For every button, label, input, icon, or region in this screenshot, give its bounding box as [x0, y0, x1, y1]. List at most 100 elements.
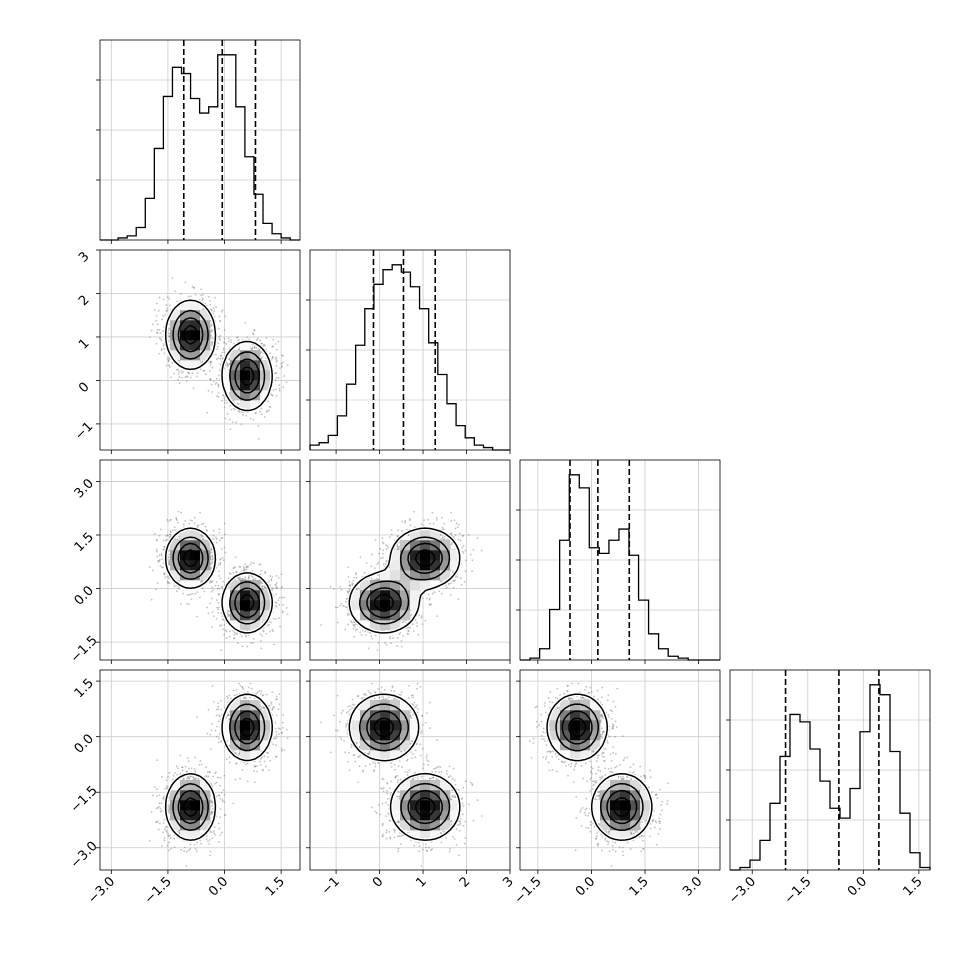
scatter-point	[259, 339, 261, 342]
scatter-point	[214, 584, 217, 587]
scatter-point	[167, 577, 170, 580]
scatter-point	[272, 389, 275, 391]
scatter-point	[165, 364, 168, 367]
scatter-point	[155, 539, 158, 541]
scatter-point	[214, 383, 217, 385]
scatter-point	[233, 637, 236, 640]
scatter-point	[212, 307, 215, 309]
scatter-point	[227, 337, 230, 340]
scatter-point	[164, 313, 167, 316]
scatter-point	[223, 340, 226, 343]
scatter-point	[251, 576, 254, 579]
scatter-point	[223, 546, 226, 549]
scatter-point	[275, 377, 278, 379]
scatter-point	[213, 310, 216, 313]
scatter-point	[209, 378, 212, 381]
scatter-point	[157, 309, 160, 312]
scatter-point	[207, 389, 210, 392]
scatter-point	[218, 338, 221, 340]
scatter-point	[228, 363, 231, 365]
scatter-point	[220, 649, 223, 652]
scatter-point	[222, 559, 225, 562]
scatter-point	[253, 347, 256, 349]
scatter-point	[189, 376, 192, 379]
scatter-point	[237, 403, 240, 405]
scatter-point	[177, 373, 180, 375]
scatter-point	[275, 605, 278, 608]
density-cell	[260, 390, 271, 401]
scatter-point	[185, 380, 188, 382]
scatter-point	[174, 290, 177, 293]
density-cell	[170, 350, 181, 361]
scatter-point	[282, 603, 285, 606]
scatter-point	[266, 409, 269, 412]
scatter-point	[189, 593, 192, 596]
scatter-point	[186, 371, 189, 374]
scatter-point	[167, 356, 170, 359]
density-cell	[180, 360, 191, 371]
scatter-point	[207, 295, 210, 298]
scatter-point	[282, 611, 284, 614]
scatter-point	[210, 341, 213, 344]
scatter-point	[277, 340, 280, 343]
scatter-point	[271, 575, 274, 578]
scatter-point	[227, 613, 230, 616]
contour-line	[183, 324, 255, 386]
scatter-point	[253, 329, 255, 332]
scatter-point	[217, 391, 220, 394]
scatter-point	[219, 357, 222, 360]
scatter-point	[227, 577, 230, 580]
scatter-point	[281, 361, 284, 364]
scatter-point	[173, 585, 176, 588]
scatter-point	[272, 345, 275, 348]
scatter-point	[194, 293, 197, 296]
scatter-point	[176, 519, 178, 522]
scatter-point	[243, 568, 246, 571]
scatter-point	[158, 534, 161, 537]
scatter-point	[269, 584, 272, 587]
scatter-point	[247, 577, 250, 580]
scatter-point	[211, 554, 214, 557]
scatter-point	[275, 394, 278, 397]
scatter-point	[210, 334, 212, 337]
scatter-point	[216, 346, 219, 348]
scatter-point	[254, 412, 257, 415]
scatter-point	[168, 550, 170, 552]
scatter-point	[168, 560, 171, 563]
scatter-point	[160, 553, 163, 555]
scatter-point	[276, 586, 278, 589]
panel-0-2	[96, 459, 301, 664]
scatter-point	[201, 297, 204, 300]
scatter-point	[268, 405, 271, 408]
scatter-point	[271, 356, 274, 359]
scatter-point	[262, 629, 264, 632]
scatter-point	[156, 539, 158, 542]
scatter-point	[169, 519, 171, 522]
scatter-point	[159, 332, 162, 335]
scatter-point	[212, 529, 215, 532]
scatter-point	[257, 437, 260, 440]
scatter-point	[270, 578, 273, 581]
scatter-point	[216, 537, 218, 540]
scatter-point	[235, 421, 238, 424]
scatter-point	[196, 525, 199, 528]
scatter-point	[211, 625, 214, 628]
scatter-point	[173, 372, 176, 375]
scatter-point	[199, 511, 201, 514]
scatter-point	[223, 329, 226, 331]
hist-step	[100, 54, 300, 241]
scatter-point	[269, 630, 272, 633]
scatter-point	[217, 593, 220, 596]
scatter-point	[218, 374, 220, 377]
scatter-point	[285, 606, 288, 609]
scatter-point	[220, 354, 222, 357]
scatter-point	[275, 372, 277, 375]
scatter-point	[167, 358, 169, 361]
scatter-point	[188, 593, 190, 596]
scatter-point	[286, 613, 289, 616]
scatter-point	[280, 362, 283, 365]
scatter-point	[168, 563, 171, 566]
scatter-point	[155, 548, 158, 551]
scatter-point	[221, 586, 224, 589]
scatter-point	[228, 357, 231, 360]
